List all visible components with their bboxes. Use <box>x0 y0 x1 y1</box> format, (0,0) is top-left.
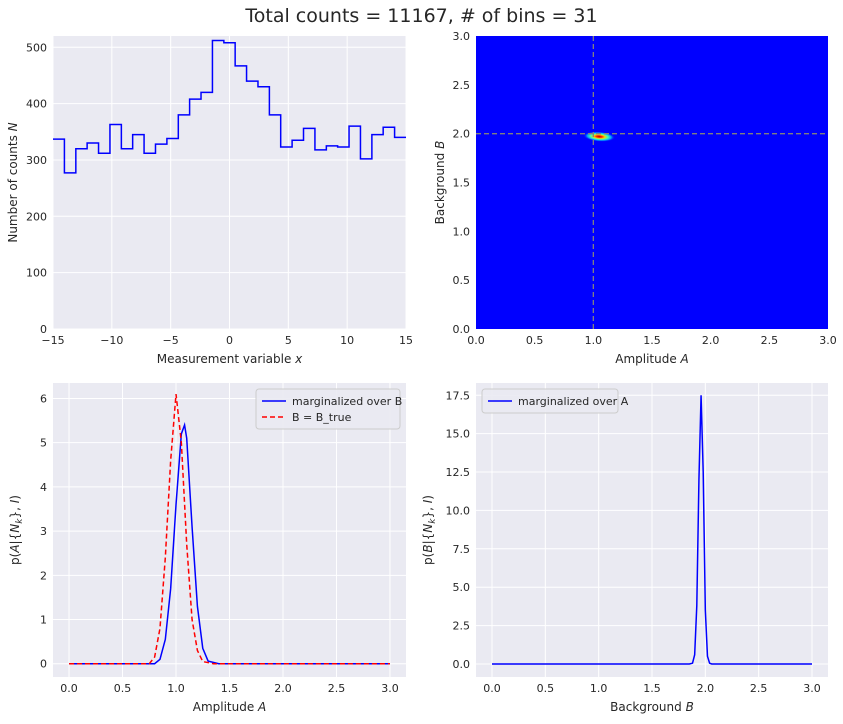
series-line-2 <box>69 393 390 665</box>
y-tick-label: 6 <box>40 392 47 405</box>
x-tick-label: 2.0 <box>274 682 292 695</box>
subplot-4: marginalized over A 0.0 0.5 1.0 1.5 2.0 2.5 3.0… <box>421 383 828 714</box>
x-tick-label: 15 <box>399 334 413 347</box>
y-tick-label: 400 <box>26 98 47 111</box>
heatmap-layer <box>476 36 828 329</box>
x-tick-label: 2.0 <box>697 682 715 695</box>
y-tick-label: 4 <box>40 481 47 494</box>
subplot-3: marginalized over B B = B_true 0.0 0.5 1.0 1.… <box>8 383 406 714</box>
y-tick-label: 2.0 <box>453 128 471 141</box>
y-tick-label: 0.0 <box>453 323 471 336</box>
x-tick-label: 2.5 <box>328 682 346 695</box>
x-axis-label: Measurement variable x <box>157 352 303 366</box>
y-tick-label: 10.0 <box>446 504 471 517</box>
y-tick-label: 15.0 <box>446 428 471 441</box>
plot-background <box>476 36 828 329</box>
x-axis-label: Background B <box>610 700 694 714</box>
x-tick-label: 1.5 <box>221 682 239 695</box>
y-tick-label: 5.0 <box>453 581 471 594</box>
x-axis-label: Amplitude A <box>193 700 267 714</box>
x-tick-label: 1.5 <box>643 334 661 347</box>
y-tick-label: 3 <box>40 525 47 538</box>
legend-box <box>255 388 401 430</box>
x-tick-label: −10 <box>100 334 123 347</box>
x-tick-label: 0.5 <box>526 334 544 347</box>
y-axis-label: p(B|{Nk}, I) <box>421 495 438 565</box>
y-tick-label: 2 <box>40 569 47 582</box>
x-tick-label: 0.0 <box>60 682 78 695</box>
y-tick-label: 0 <box>40 658 47 671</box>
y-tick-label: 100 <box>26 267 47 280</box>
x-tick-label: 0 <box>226 334 233 347</box>
y-tick-label: 17.5 <box>446 389 471 402</box>
y-tick-label: 7.5 <box>453 543 471 556</box>
legend: marginalized over B B = B_true <box>255 388 402 430</box>
y-tick-label: 1 <box>40 614 47 627</box>
series-line-1 <box>69 422 390 665</box>
legend-label: B = B_true <box>292 411 352 424</box>
x-tick-label: −15 <box>41 334 64 347</box>
legend-label: marginalized over B <box>292 395 402 408</box>
x-tick-label: 3.0 <box>819 334 837 347</box>
histogram-steps <box>53 39 406 174</box>
y-tick-label: 200 <box>26 210 47 223</box>
x-tick-label: 10 <box>340 334 354 347</box>
x-tick-label: 0.0 <box>483 682 501 695</box>
x-tick-label: 2.0 <box>702 334 720 347</box>
x-tick-label: 0.5 <box>114 682 132 695</box>
y-axis-label: Background B <box>433 141 447 225</box>
series-line-1 <box>492 395 812 665</box>
figure-title: Total counts = 11167, # of bins = 31 <box>245 5 598 27</box>
x-tick-label: 0.5 <box>537 682 555 695</box>
legend-box <box>481 388 619 414</box>
x-tick-label: 3.0 <box>381 682 399 695</box>
y-tick-label: 2.5 <box>453 79 471 92</box>
subplot-1: −15 −10 −5 0 5 10 15 0 100 200 300 400 500 Measuremen… <box>6 36 413 366</box>
x-tick-label: 1.0 <box>585 334 603 347</box>
y-tick-label: 0 <box>40 323 47 336</box>
y-tick-label: 1.0 <box>453 225 471 238</box>
legend-label: marginalized over A <box>518 395 629 408</box>
y-tick-label: 0.0 <box>453 658 471 671</box>
y-tick-label: 5 <box>40 437 47 450</box>
x-tick-label: 0.0 <box>467 334 485 347</box>
y-tick-label: 2.5 <box>453 620 471 633</box>
y-tick-label: 500 <box>26 41 47 54</box>
x-tick-label: 1.0 <box>590 682 608 695</box>
x-tick-label: −5 <box>163 334 179 347</box>
y-tick-label: 12.5 <box>446 466 471 479</box>
x-tick-label: 1.5 <box>643 682 661 695</box>
y-tick-label: 1.5 <box>453 177 471 190</box>
x-axis-label: Amplitude A <box>615 352 689 366</box>
y-axis-label: p(A|{Nk}, I) <box>8 495 25 565</box>
y-tick-label: 300 <box>26 154 47 167</box>
y-axis-label: Number of counts N <box>6 122 20 242</box>
legend: marginalized over A <box>481 388 629 414</box>
x-tick-label: 1.0 <box>167 682 185 695</box>
y-tick-label: 3.0 <box>453 30 471 43</box>
subplot-2: 0.0 0.5 1.0 1.5 2.0 2.5 3.0 0.0 0.5 1.0 1.5 2.0 2.5 3… <box>433 30 837 366</box>
x-tick-label: 2.5 <box>750 682 768 695</box>
y-tick-label: 0.5 <box>453 274 471 287</box>
x-tick-label: 5 <box>285 334 292 347</box>
x-tick-label: 3.0 <box>803 682 821 695</box>
x-tick-label: 2.5 <box>761 334 779 347</box>
